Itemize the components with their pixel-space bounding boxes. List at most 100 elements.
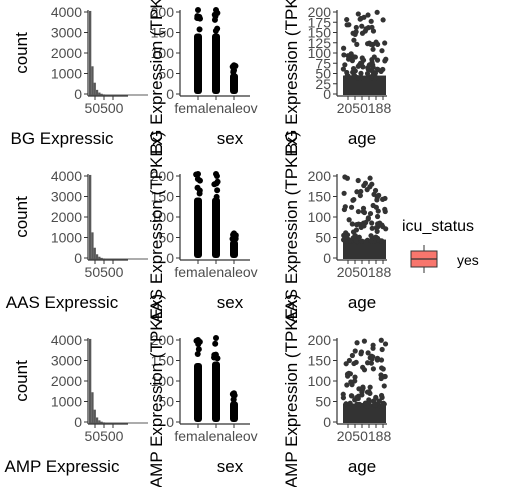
histogram-bar (91, 392, 93, 423)
y-tick-label: 100 (308, 373, 332, 389)
data-point (213, 335, 219, 341)
y-tick-label: 200 (308, 4, 332, 20)
data-point (194, 13, 200, 19)
data-point (344, 382, 349, 387)
data-point (383, 209, 388, 214)
x-tick-label: 2050188 (337, 428, 392, 444)
x-tick-label: 50500 (85, 100, 124, 116)
data-point (349, 382, 354, 387)
y-tick-label: 100 (308, 209, 332, 225)
data-point (358, 193, 363, 198)
y-tick-label: 1000 (51, 230, 82, 246)
data-point (367, 176, 372, 181)
x-axis-title: age (348, 457, 376, 476)
data-point (381, 17, 386, 22)
data-point (362, 367, 367, 372)
point-cluster (194, 363, 202, 422)
legend-item-label: yes (457, 252, 479, 268)
histogram-bar (94, 410, 96, 423)
data-point (354, 227, 359, 232)
data-point (341, 46, 346, 51)
point-cluster (343, 76, 386, 95)
data-point (375, 236, 380, 241)
data-point (382, 383, 387, 388)
x-axis-title: sex (217, 293, 244, 312)
data-point (382, 40, 387, 45)
data-point (343, 204, 348, 209)
data-point (344, 17, 349, 22)
y-tick-label: 0 (74, 414, 82, 430)
y-tick-label: 4000 (51, 332, 82, 348)
data-point (376, 208, 381, 213)
y-tick-label: 1000 (51, 66, 82, 82)
data-point (383, 57, 388, 62)
data-point (350, 353, 355, 358)
y-axis-title: count (12, 196, 31, 238)
point-cluster (230, 73, 238, 94)
data-point (371, 343, 376, 348)
data-point (380, 197, 385, 202)
y-tick-label: 0 (166, 250, 174, 266)
data-point (231, 230, 237, 236)
data-point (353, 238, 358, 243)
legend-title: icu_status (402, 218, 474, 235)
data-point (363, 400, 368, 405)
data-point (375, 214, 380, 219)
y-tick-label: 2000 (51, 45, 82, 61)
y-axis-title: count (12, 360, 31, 402)
histogram-bar (91, 232, 93, 259)
data-point (346, 57, 351, 62)
data-point (374, 197, 379, 202)
x-axis-title: AMP Expressic (5, 457, 120, 476)
data-point (373, 75, 378, 80)
x-tick-label: 2050188 (337, 264, 392, 280)
data-point (375, 10, 380, 15)
point-cluster (194, 33, 202, 94)
data-point (352, 233, 357, 238)
y-tick-label: 4000 (51, 4, 82, 20)
data-point (196, 346, 202, 352)
x-tick-label: 2050188 (337, 100, 392, 116)
data-point (375, 229, 380, 234)
x-tick-label: 50500 (85, 264, 124, 280)
y-tick-label: 50 (315, 394, 331, 410)
data-point (195, 7, 201, 13)
y-axis-title: BG Expression (TPKEx) (147, 0, 166, 154)
y-tick-label: 200 (308, 168, 332, 184)
data-point (370, 42, 375, 47)
y-tick-label: 2000 (51, 209, 82, 225)
data-point (375, 221, 380, 226)
y-axis-title: count (12, 32, 31, 74)
data-point (356, 209, 361, 214)
data-point (343, 234, 348, 239)
histogram-bar (94, 83, 96, 95)
histogram-bar (94, 248, 96, 259)
x-axis-title: BG Expressic (11, 129, 114, 148)
histogram-bar (96, 417, 98, 423)
data-point (358, 17, 363, 22)
data-point (359, 60, 364, 65)
data-point (369, 361, 374, 366)
data-point (379, 365, 384, 370)
data-point (360, 384, 365, 389)
data-point (353, 348, 358, 353)
y-tick-label: 0 (74, 250, 82, 266)
y-tick-label: 1000 (51, 394, 82, 410)
y-tick-label: 0 (74, 86, 82, 102)
data-point (379, 393, 384, 398)
data-point (363, 28, 368, 33)
data-point (380, 403, 385, 408)
x-axis-title: sex (217, 129, 244, 148)
data-point (373, 188, 378, 193)
point-cluster (230, 240, 238, 258)
x-axis-title: sex (217, 457, 244, 476)
y-tick-label: 50 (315, 230, 331, 246)
x-axis-title: age (348, 293, 376, 312)
x-tick-label: femalenaleov (174, 264, 257, 280)
data-point (379, 48, 384, 53)
data-point (351, 361, 356, 366)
data-point (195, 171, 201, 177)
data-point (373, 403, 378, 408)
data-point (197, 26, 203, 32)
